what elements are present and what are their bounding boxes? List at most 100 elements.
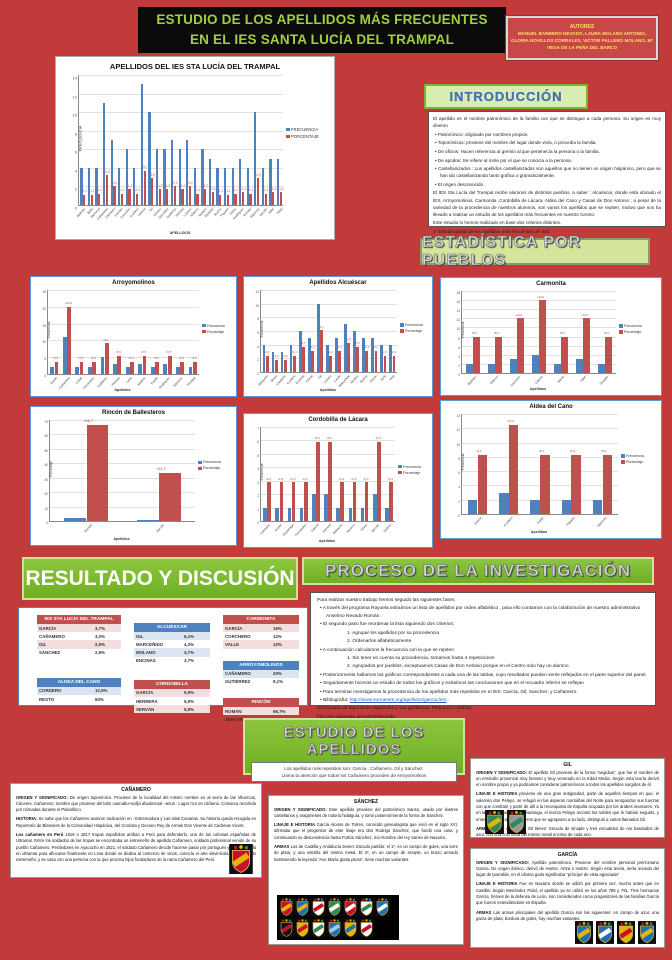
bar-data-label: ▪1,2 (194, 188, 201, 193)
bar-frecuencia (326, 344, 329, 372)
bar-porcentaje (561, 336, 568, 373)
authors-box: AUTORES MANUEL BARBERO NEVADO, LAURA MOL… (505, 15, 659, 61)
table-row: SÁNCHEZ 2,9% (37, 649, 121, 657)
chart-legend: Frecuencia Porcentaje (398, 465, 430, 477)
table-cell-name: ENCINAS (135, 658, 156, 664)
bar-data-label: ▪20,0 (65, 301, 73, 306)
bar-group: ▪2,9 Márquez (333, 427, 346, 535)
bar-data-label: ▪1,2 (247, 188, 254, 193)
legend-label: Frecuencia (405, 322, 423, 327)
gil-coats-of-arms-icon (485, 810, 526, 834)
bar-data-label: ▪5,5 (115, 350, 122, 355)
bar-group: ▪1,7 Corchero (120, 75, 132, 219)
intro-line: El IES Sta Lucía del Trampal recibe alum… (433, 190, 661, 217)
result-table: ALDEA DEL CANO CORDERO 12,5% RESTO 83% (37, 677, 121, 703)
gridline (462, 471, 618, 473)
bar-group: ▪33,3 Serván (123, 420, 196, 533)
bar-data-label: ▪66,7 (83, 418, 94, 424)
heraldic-shield-icon (596, 921, 614, 944)
table-cell-name: ROMÁN (224, 708, 242, 714)
y-tick-label: 20 (44, 492, 48, 497)
proceso-line: 2. Ordenarlos alfabéticamente (347, 639, 412, 645)
y-tick-label: 8 (458, 336, 460, 341)
bar-porcentaje (383, 355, 387, 372)
chart-carmonita: Carmonita 0 2 4 6 8 10 12 14 16 18 ▪8,0 Barbero ▪8,0 B… (440, 277, 662, 396)
y-tick-label: 10 (255, 303, 259, 308)
proceso-line: • Para terminar investigamos la proceden… (320, 689, 578, 695)
y-tick-label: 2 (257, 494, 259, 499)
heraldic-shield-icon (327, 897, 342, 917)
legend-swatch-icon (198, 460, 202, 465)
bar-frecuencia (100, 357, 105, 374)
table-row: GIL 2,9% (37, 640, 121, 649)
bar-porcentaje (329, 355, 332, 372)
bar-data-label: ▪2,9 (351, 476, 357, 481)
bar-frecuencia (125, 367, 130, 374)
y-tick-label: 0 (458, 373, 460, 377)
y-tick-label: 15 (42, 323, 46, 328)
bar-frecuencia (163, 149, 166, 205)
bar-frecuencia (530, 499, 540, 514)
table-cell-name: CAÑAMERO (39, 633, 65, 639)
bar-porcentaje (117, 355, 122, 374)
bar-data-label: ▪2,9 (302, 476, 308, 481)
bar-group: ▪1,2 Pérez (229, 75, 238, 215)
bar-porcentaje (113, 186, 116, 205)
proceso-line: • A través del programa Rayuela extraímo… (320, 606, 641, 619)
x-tick-label: Sánchez (172, 375, 184, 388)
gridline (261, 427, 395, 428)
table-cell-value: 3,2% (94, 633, 105, 639)
bar-data-label: ▪2,4 (327, 350, 333, 355)
bar-group: ▪2,0 Lozano (182, 75, 193, 217)
bar-group: ▪3,6 Fernández (82, 290, 99, 390)
proceso-line: 1. Agrupar los apellidos por su proceden… (347, 630, 439, 636)
y-tick-label: 10 (42, 340, 46, 345)
bar-data-label: ▪2,9 (338, 476, 345, 481)
bar-data-label: ▪8,0 (493, 331, 499, 336)
bar-group: ▪5,5 Herrera (111, 290, 124, 386)
bar-frecuencia (140, 84, 144, 205)
bibliografia-link[interactable]: http://www.surnames.org/apellidos/garcia… (349, 698, 447, 704)
bar-data-label: ▪12,0 (515, 312, 523, 317)
surname-paragraph: ARMAS Como armas, los Gil tienen: Escudo… (476, 825, 659, 838)
bar-frecuencia (118, 167, 121, 205)
bar-porcentaje (67, 306, 71, 374)
bar-data-label: ▪8,3 (476, 449, 482, 454)
bar-frecuencia (344, 324, 347, 372)
bar-porcentaje (328, 441, 332, 521)
gridline (261, 453, 395, 455)
bar-group: ▪1,1 Muñoz (213, 75, 223, 216)
heraldic-shield-icon (279, 897, 294, 917)
proceso-line: Diccionario de topónimos españoles y sus… (317, 706, 473, 712)
bar-data-label: ▪2,9 (290, 476, 296, 481)
bar-porcentaje (583, 318, 590, 373)
x-tick-label: Pajuelo (565, 515, 576, 527)
bar-porcentaje (352, 482, 357, 521)
bar-group: ▪1,7 Herrera (174, 75, 186, 217)
estudio-note-line1: Los apellidos más repetidos son: García … (284, 765, 424, 771)
x-tick-label: Vega (274, 206, 283, 215)
heraldic-shield-icon (327, 918, 342, 938)
gridline (79, 75, 283, 76)
y-tick-label: 25 (42, 290, 46, 294)
bar-group: ▪2,9 Carrasco (259, 427, 273, 535)
bar-frecuencia (263, 507, 267, 521)
bar-data-label: ▪5,9 (375, 436, 381, 441)
bar-group: ▪2,9 Fernández (294, 427, 310, 537)
bar-data-label: ▪1,7 (179, 183, 186, 188)
table-cell-name: GARCÍA (224, 625, 243, 631)
y-tick-label: 5 (44, 357, 46, 362)
surname-title: GIL (563, 762, 572, 768)
gridline (462, 442, 618, 444)
bar-porcentaje (120, 193, 124, 205)
gridline (50, 506, 195, 508)
bar-group: ▪1,1 Barbero (76, 75, 87, 218)
bar-group: ▪8,3 García (462, 414, 493, 525)
bar-porcentaje (517, 318, 524, 373)
table-row: MOLANO 3,7% (133, 648, 210, 657)
gridline (50, 477, 195, 479)
bar-frecuencia (353, 331, 356, 372)
bar-data-label: ▪2,9 (265, 476, 272, 481)
y-tick-label: 4 (74, 168, 77, 174)
legend-swatch-icon (398, 470, 402, 475)
